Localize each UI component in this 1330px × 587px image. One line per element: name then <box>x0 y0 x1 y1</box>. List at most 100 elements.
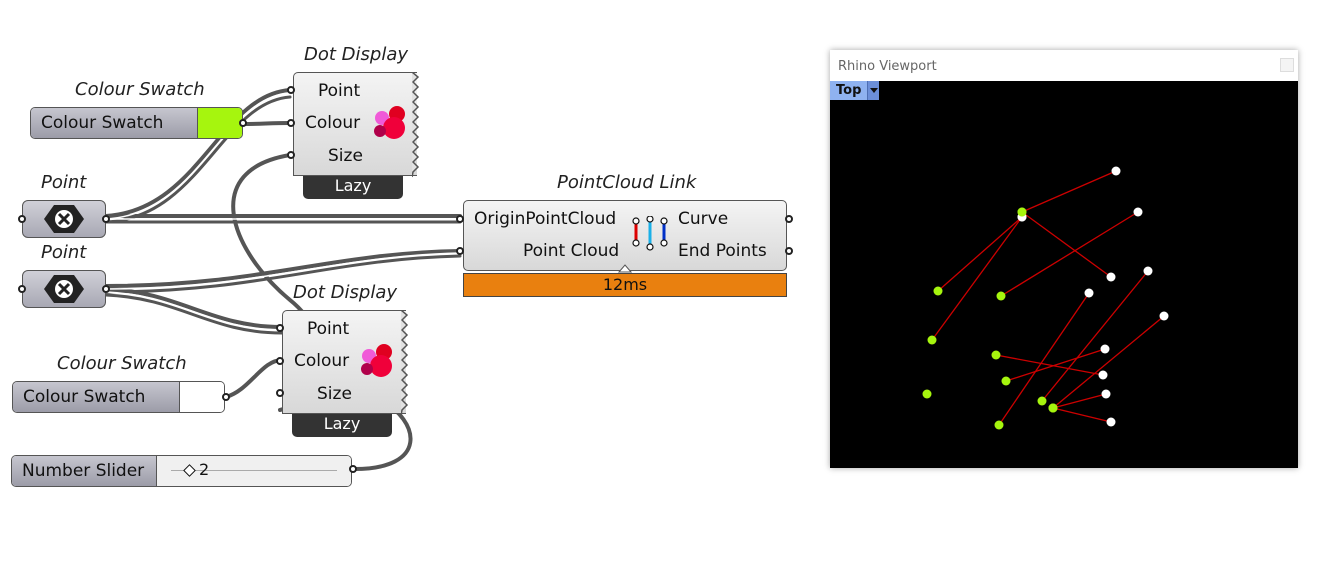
end-point <box>1106 417 1116 427</box>
colour-swatch-label: Colour Swatch <box>31 108 198 138</box>
colour-swatch-param[interactable]: Colour Swatch <box>12 381 225 413</box>
colour-swatch-param[interactable]: Colour Swatch <box>30 107 243 139</box>
colour-swatch-color[interactable] <box>198 108 242 138</box>
end-point <box>1101 389 1111 399</box>
origin-point <box>1037 396 1047 406</box>
wire <box>224 358 284 399</box>
origin-point <box>996 291 1006 301</box>
lazy-label: Lazy <box>303 176 403 199</box>
pointcloud-link-title: PointCloud Link <box>557 172 697 193</box>
output-grip-curve[interactable] <box>785 215 793 223</box>
input-grip-size[interactable] <box>276 389 284 397</box>
warning-tab-icon <box>618 264 632 273</box>
origin-point <box>1017 207 1027 217</box>
output-grip[interactable] <box>239 119 247 127</box>
end-point <box>1098 370 1108 380</box>
dot-display-title: Dot Display <box>293 282 398 303</box>
point-title: Point <box>41 172 87 193</box>
input-grip-colour[interactable] <box>287 119 295 127</box>
input-grip[interactable] <box>18 285 26 293</box>
pointcloud-link-component[interactable]: OriginPointCloud Point Cloud Curve End P… <box>463 200 787 273</box>
origin-point <box>922 389 932 399</box>
link-curve <box>931 216 1023 341</box>
input-grip-size[interactable] <box>287 151 295 159</box>
input-label-point: Point <box>307 319 350 339</box>
wire <box>104 249 462 288</box>
input-grip-origin-point-cloud[interactable] <box>456 215 464 223</box>
output-grip-end-points[interactable] <box>785 247 793 255</box>
rhino-viewport-window[interactable]: Rhino Viewport Top <box>830 50 1298 468</box>
origin-point <box>994 420 1004 430</box>
input-grip-colour[interactable] <box>276 357 284 365</box>
link-curve <box>1041 270 1149 402</box>
colour-swatch-title: Colour Swatch <box>57 353 187 374</box>
slider-ticks <box>171 464 337 471</box>
end-point <box>1111 166 1121 176</box>
output-grip[interactable] <box>349 465 357 473</box>
colour-swatch-label: Colour Swatch <box>13 382 180 412</box>
wire <box>104 287 284 329</box>
input-label-colour: Colour <box>305 113 361 133</box>
point-param[interactable] <box>22 270 106 308</box>
origin-point <box>927 335 937 345</box>
link-curve <box>1052 393 1107 409</box>
point-param[interactable] <box>22 200 106 238</box>
input-label-colour: Colour <box>294 351 350 371</box>
wire <box>104 254 462 294</box>
dot-display-component[interactable]: Point Colour Size <box>282 310 409 416</box>
input-label-size: Size <box>328 146 363 166</box>
link-curve <box>995 354 1104 376</box>
wire <box>241 121 292 126</box>
view-tab-top[interactable]: Top <box>830 81 880 100</box>
slider-track[interactable]: 2 <box>157 456 351 486</box>
origin-point <box>1001 376 1011 386</box>
output-grip[interactable] <box>102 215 110 223</box>
origin-point <box>991 350 1001 360</box>
viewport-title: Rhino Viewport <box>838 59 937 74</box>
origin-point <box>1048 403 1058 413</box>
view-name: Top <box>836 83 862 98</box>
origin-point <box>933 286 943 296</box>
profiler-timer-bar: 12ms <box>463 273 787 297</box>
link-curve <box>1000 211 1139 297</box>
input-grip[interactable] <box>18 215 26 223</box>
colour-swatch-color[interactable] <box>180 382 224 412</box>
dot-display-icon <box>361 344 392 377</box>
wire <box>104 293 284 335</box>
zigzag-edge <box>401 310 409 416</box>
dot-display-component[interactable]: Point Colour Size <box>293 72 420 178</box>
link-curve <box>1005 348 1106 382</box>
point-hex-icon <box>44 205 84 233</box>
lazy-label: Lazy <box>292 414 392 437</box>
input-grip-point[interactable] <box>287 86 295 94</box>
end-point <box>1100 344 1110 354</box>
output-grip[interactable] <box>222 393 230 401</box>
chevron-down-icon[interactable] <box>867 81 880 100</box>
end-point <box>1084 288 1094 298</box>
output-grip[interactable] <box>102 285 110 293</box>
close-icon[interactable] <box>1280 58 1294 72</box>
viewport-scene <box>922 166 1169 430</box>
pointcloud-link-icon <box>632 216 668 251</box>
input-grip-point[interactable] <box>276 324 284 332</box>
end-point <box>1106 272 1116 282</box>
dot-display-icon <box>374 106 405 139</box>
input-label-size: Size <box>317 384 352 404</box>
viewport-titlebar[interactable]: Rhino Viewport <box>830 50 1298 81</box>
end-point <box>1143 266 1153 276</box>
viewport-screen[interactable]: Top <box>830 81 1298 468</box>
end-point <box>1133 207 1143 217</box>
slider-label: Number Slider <box>12 456 157 486</box>
output-label-end-points: End Points <box>678 241 767 261</box>
output-label-curve: Curve <box>678 209 729 229</box>
input-grip-point-cloud[interactable] <box>456 247 464 255</box>
number-slider[interactable]: Number Slider 2 <box>11 455 352 487</box>
point-hex-icon <box>44 275 84 303</box>
link-curve <box>1021 211 1112 278</box>
end-point <box>1159 311 1169 321</box>
input-label-point-cloud: Point Cloud <box>523 241 620 261</box>
link-curve <box>998 292 1090 426</box>
zigzag-edge <box>412 72 420 178</box>
point-title: Point <box>41 242 87 263</box>
